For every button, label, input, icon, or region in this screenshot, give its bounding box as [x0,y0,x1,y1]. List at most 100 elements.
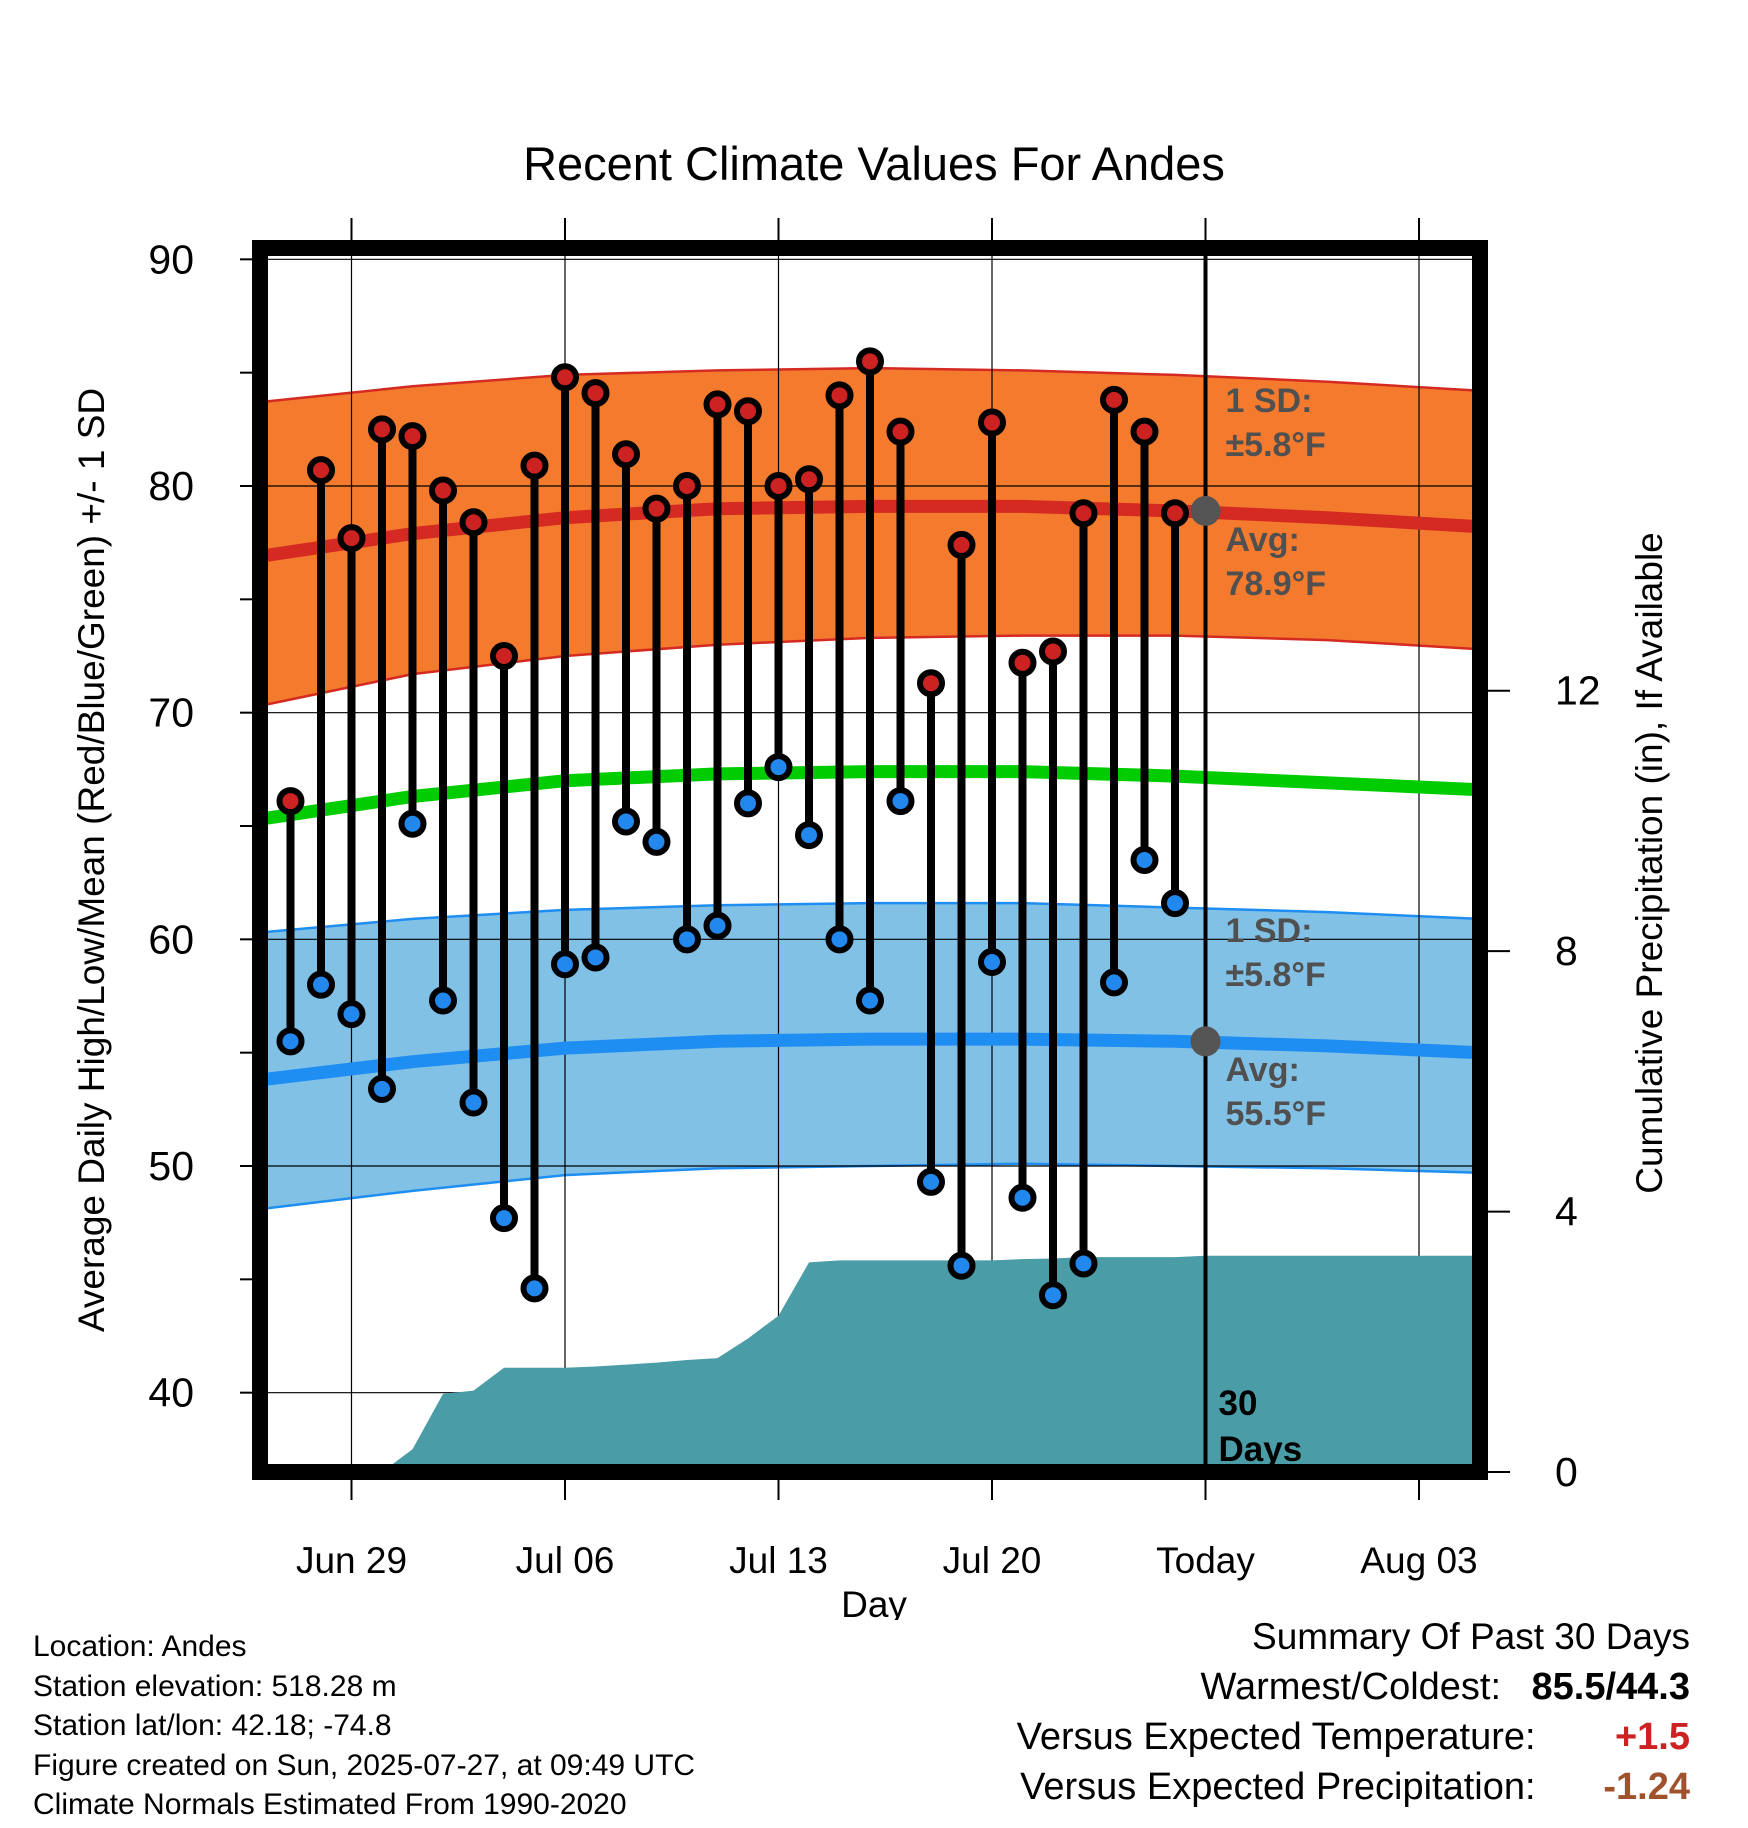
daily-low-point [1100,968,1128,997]
daily-low-point [398,809,427,838]
precip-departure-label: Versus Expected Precipitation: [1020,1766,1536,1808]
temp-departure-label: Versus Expected Temperature: [1016,1716,1536,1758]
x-axis-label: Day [841,1584,907,1620]
y-left-tick-label: 40 [148,1370,194,1416]
y-axis-left-label: Average Daily High/Low/Mean (Red/Blue/Gr… [71,388,112,1332]
axes: 40 50 60 70 80 90 0 4 8 12 Jun 29 Jul 06 Jul 13 Jul 2… [148,218,1601,1581]
avg-low-line [259,1032,1481,1087]
daily-low-point [703,911,732,940]
x-tick-label: Jul 20 [943,1540,1042,1581]
daily-high-point [947,530,976,559]
daily-low-point [490,1204,518,1233]
daily-high-point [1069,499,1098,528]
daily-high-point [1008,648,1037,677]
x-tick-label: Aug 03 [1360,1540,1477,1581]
normals-text: Climate Normals Estimated From 1990-2020 [33,1788,627,1821]
daily-high-point [368,415,396,444]
daily-high-point [856,347,884,376]
daily-low-point [612,807,640,836]
daily-high-point [764,472,793,500]
daily-low-point [581,943,610,972]
x-tick-label: Jul 13 [729,1540,828,1581]
low-avg-value: 55.5°F [1226,1095,1327,1133]
daily-low-point [551,950,579,979]
daily-high-point [551,363,579,392]
daily-high-point [307,456,335,485]
climate-chart: 1 SD: ±5.8°F Avg: 78.9°F 1 SD: ±5.8°F Avg: 55.5… [71,137,1670,1620]
daily-low-point [368,1074,396,1103]
daily-high-point [520,451,549,480]
daily-low-point [825,925,854,954]
daily-low-point [886,787,915,816]
daily-high-point [459,508,488,537]
warmest-label: Warmest/Coldest: [1200,1666,1502,1708]
daily-low-point [1008,1183,1037,1212]
summary-heading: Summary Of Past 30 Days [1252,1616,1690,1657]
daily-low-point [917,1167,945,1196]
x-tick-label: Jul 06 [516,1540,615,1581]
observed-temperatures [276,347,1189,1310]
daily-low-point [1039,1281,1067,1310]
today-avg-low-dot [1190,1026,1221,1057]
chart-title: Recent Climate Values For Andes [523,137,1225,190]
daily-high-point [490,642,518,670]
today-avg-high-dot [1190,495,1221,526]
annotations: 1 SD: ±5.8°F Avg: 78.9°F 1 SD: ±5.8°F Avg: 55.5… [1219,382,1327,1469]
daily-high-point [1100,385,1128,414]
low-sd-label: 1 SD: [1226,912,1313,950]
y-left-tick-label: 80 [148,463,194,509]
daily-low-point [642,827,671,856]
precip-departure-value: -1.24 [1603,1766,1690,1808]
daily-low-point [795,821,823,850]
precip-area [321,1255,1480,1472]
daily-low-point [307,970,335,999]
daily-high-point [1039,637,1067,666]
high-sd-value: ±5.8°F [1226,426,1326,464]
location-text: Location: Andes [33,1630,247,1663]
daily-high-point [1130,417,1159,446]
warmest-value: 85.5/44.3 [1531,1666,1690,1708]
y-left-tick-label: 90 [148,236,194,282]
y-right-tick-label: 8 [1555,928,1578,974]
daily-high-point [703,390,732,419]
elevation-text: Station elevation: 518.28 m [33,1669,397,1703]
summary-panel: Summary Of Past 30 Days Warmest/Coldest:… [1017,1612,1690,1812]
daily-low-point [276,1027,305,1056]
daily-high-point [978,408,1006,437]
y-left-tick-label: 60 [148,916,194,962]
daily-low-point [764,753,793,782]
daily-low-point [734,789,762,818]
created-text: Figure created on Sun, 2025-07-27, at 09… [33,1748,696,1782]
y-right-tick-label: 0 [1555,1449,1578,1495]
x-tick-label: Today [1156,1540,1255,1581]
daily-high-point [398,422,427,451]
daily-high-point [673,472,701,500]
daily-low-point [1161,889,1189,918]
daily-low-point [1069,1249,1098,1278]
daily-low-point [337,1000,366,1029]
x-tick-label: Jun 29 [296,1540,407,1581]
window-label: Days [1219,1430,1303,1469]
y-right-tick-label: 12 [1555,668,1601,714]
daily-high-point [825,381,854,410]
high-avg-value: 78.9°F [1226,565,1327,603]
daily-high-point [337,524,366,553]
daily-high-point [276,787,305,816]
daily-high-point [642,494,671,523]
daily-low-point [1130,846,1159,874]
daily-low-point [856,986,884,1015]
daily-high-point [917,669,945,698]
daily-low-point [947,1251,976,1280]
daily-high-point [795,465,823,494]
precipitation-area [321,1255,1480,1472]
daily-high-point [1161,499,1189,528]
temp-departure-value: +1.5 [1614,1716,1690,1758]
daily-high-point [612,440,640,469]
daily-high-point [581,379,610,408]
daily-low-point [459,1088,488,1117]
daily-high-point [429,476,457,505]
latlon-text: Station lat/lon: 42.18; -74.8 [33,1709,392,1742]
daily-high-point [734,397,762,426]
plot-frame [252,240,1488,1480]
y-right-tick-label: 4 [1555,1189,1578,1235]
